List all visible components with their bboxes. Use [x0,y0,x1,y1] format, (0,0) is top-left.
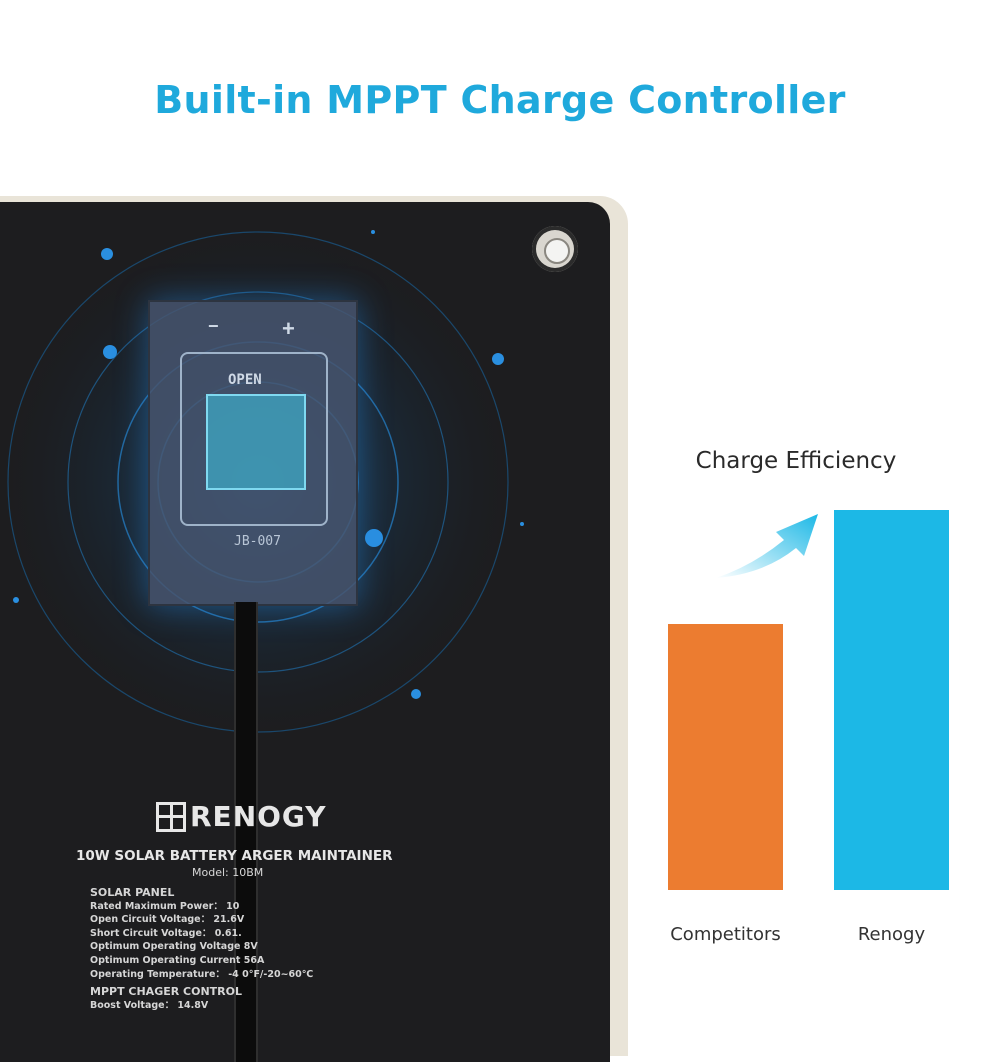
spec-item: Boost Voltage： 14.8V [90,999,209,1011]
spec-item: Open Circuit Voltage： 21.6V [90,914,245,926]
solar-panel: − + OPEN JB-007 RENOGY 10W SOLAR BATTERY… [0,196,628,1062]
renogy-logo-icon [156,801,186,832]
open-label: OPEN [228,372,262,388]
increase-arrow-icon [716,514,818,578]
spec-section-heading: SOLAR PANEL [90,886,175,899]
spec-item: Optimum Operating Current 56A [90,954,265,966]
product-title: 10W SOLAR BATTERY ARGER MAINTAINER [76,848,393,864]
mounting-grommet [532,226,578,272]
spec-label: SOLAR PANEL Rated Maximum Power： 10 Open… [90,886,313,1012]
model-number: Model: 10BM [192,866,264,879]
chart-title: Charge Efficiency [695,448,897,474]
minus-terminal-label: − [208,316,219,336]
bar-renogy [834,510,949,890]
junction-box-code: JB-007 [234,534,281,549]
spec-item: Operating Temperature： -4 0°F/-20~60℃ [90,968,314,980]
plus-terminal-label: + [282,316,295,341]
brand-name: RENOGY [190,800,327,833]
bar-competitors [668,624,783,890]
headline: Built-in MPPT Charge Controller [154,78,846,122]
spec-item: Optimum Operating Voltage 8V [90,941,258,953]
controller-housing: OPEN JB-007 [180,352,328,549]
brand-logo: RENOGY [156,800,327,833]
spec-section-heading: MPPT CHAGER CONTROL [90,985,243,999]
spec-item: Rated Maximum Power： 10 [90,900,240,912]
solar-panel-surface: − + OPEN JB-007 RENOGY 10W SOLAR BATTERY… [0,202,610,1062]
mppt-chip [206,394,306,490]
junction-box: − + OPEN JB-007 [148,300,358,606]
output-cable [234,602,258,1062]
category-label-renogy: Renogy [857,924,926,945]
spec-item: Short Circuit Voltage： 0.61. [90,927,242,939]
category-label-competitors: Competitors [670,924,781,945]
